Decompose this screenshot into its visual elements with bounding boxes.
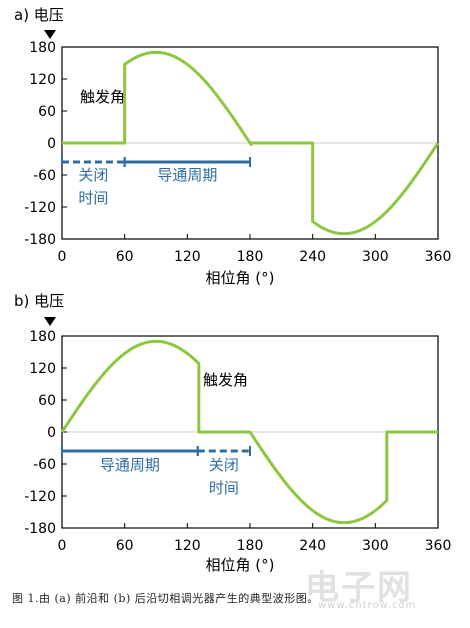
- chart-title: a) 电压: [14, 6, 64, 24]
- y-tick-label: 180: [29, 40, 56, 56]
- off-time-label-line2: 时间: [78, 189, 108, 207]
- y-tick-label: 180: [29, 329, 56, 345]
- y-tick-label: -180: [24, 232, 56, 248]
- x-tick-label: 300: [362, 249, 389, 265]
- x-tick-label: 360: [425, 538, 452, 554]
- x-axis-label: 相位角 (°): [206, 556, 275, 574]
- x-tick-label: 180: [237, 538, 264, 554]
- y-axis-arrow-icon: [44, 317, 56, 326]
- figure-caption: 图 1.由 (a) 前沿和 (b) 后沿切相调光器产生的典型波形图。: [12, 592, 319, 605]
- y-tick-label: -60: [33, 457, 56, 473]
- conduction-period-label: 导通周期: [157, 166, 217, 184]
- watermark-url: www.cntrow.com: [318, 600, 417, 611]
- voltage-waveform: [61, 50, 440, 236]
- x-tick-label: 180: [237, 249, 264, 265]
- x-tick-label: 120: [174, 249, 201, 265]
- off-time-label-line2: 时间: [209, 479, 239, 497]
- y-axis-arrow-icon: [44, 30, 56, 39]
- trigger-angle-label: 触发角: [203, 371, 248, 389]
- x-tick-label: 300: [362, 538, 389, 554]
- y-tick-label: 0: [47, 136, 56, 152]
- y-tick-label: 60: [38, 104, 56, 120]
- y-tick-label: -120: [24, 489, 56, 505]
- x-tick-label: 240: [299, 538, 326, 554]
- y-tick-label: 60: [38, 393, 56, 409]
- x-tick-label: 60: [116, 249, 134, 265]
- y-tick-label: 120: [29, 361, 56, 377]
- y-tick-label: 120: [29, 72, 56, 88]
- x-tick-label: 360: [425, 249, 452, 265]
- off-time-label-line1: 关闭: [209, 456, 239, 474]
- x-tick-label: 60: [116, 538, 134, 554]
- watermark-logo: 电子网: [305, 568, 413, 608]
- off-time-label-line1: 关闭: [78, 166, 108, 184]
- chart-title: b) 电压: [14, 292, 64, 310]
- trigger-angle-label: 触发角: [80, 88, 125, 106]
- conduction-period-label: 导通周期: [100, 456, 160, 474]
- x-tick-label: 0: [58, 538, 67, 554]
- x-tick-label: 0: [58, 249, 67, 265]
- x-tick-label: 120: [174, 538, 201, 554]
- y-tick-label: -180: [24, 521, 56, 537]
- y-tick-label: 0: [47, 425, 56, 441]
- y-tick-label: -120: [24, 200, 56, 216]
- x-tick-label: 240: [299, 249, 326, 265]
- voltage-waveform: [60, 339, 439, 525]
- x-axis-label: 相位角 (°): [206, 269, 275, 287]
- y-tick-label: -60: [33, 168, 56, 184]
